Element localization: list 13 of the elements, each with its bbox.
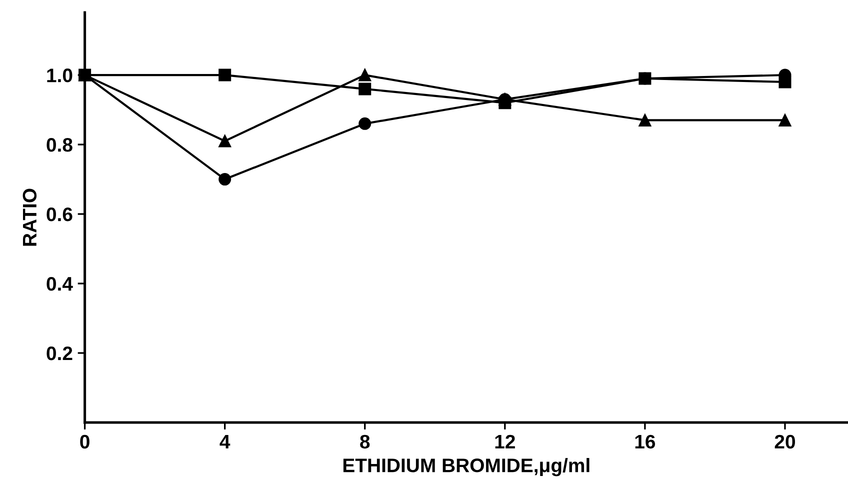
x-tick-label: 20 <box>774 434 795 449</box>
y-tick-label: 0.6 <box>46 207 72 222</box>
y-tick-label: 1.0 <box>47 68 72 82</box>
x-tick-label: 0 <box>80 434 90 449</box>
y-tick-label: 0.4 <box>46 276 73 291</box>
x-tick-label: 4 <box>220 435 230 448</box>
x-axis-title: ETHIDIUM BROMIDE,μg/ml <box>343 458 590 476</box>
x-tick-label: 8 <box>360 434 370 449</box>
y-tick-label: 0.8 <box>46 138 72 152</box>
x-tick-label: 12 <box>495 434 515 448</box>
x-tick-label: 16 <box>635 434 656 449</box>
y-tick-label: 0.2 <box>46 346 72 360</box>
y-axis-title: RATIO <box>22 188 37 246</box>
